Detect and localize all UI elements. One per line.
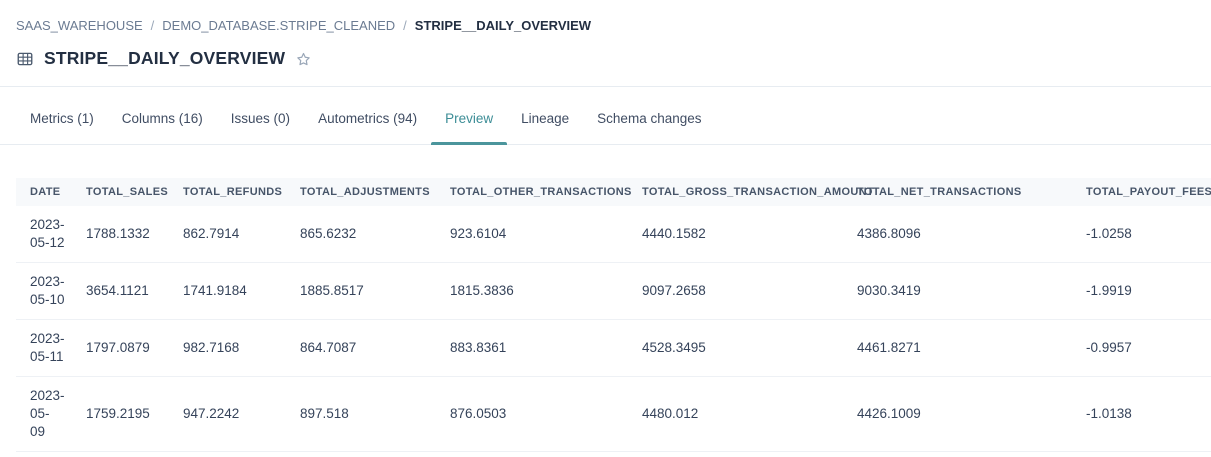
table-header-row: DATE TOTAL_SALES TOTAL_REFUNDS TOTAL_ADJ… [16,178,1211,206]
table-cell-date: 2023- 05-11 [16,319,86,377]
table-cell: 4461.8271 [857,319,1086,377]
table-cell: 864.7087 [300,319,450,377]
column-header-total-gross-transaction-amount: TOTAL_GROSS_TRANSACTION_AMOUNT [642,178,874,206]
table-cell-date: 2023- 05-12 [16,206,86,263]
table-cell: 982.7168 [183,319,300,377]
table-cell: 9097.2658 [642,262,857,320]
table-cell: 865.6232 [300,206,450,263]
tab-schema-changes[interactable]: Schema changes [597,111,702,126]
column-header-total-payout-fees: TOTAL_PAYOUT_FEES [1086,178,1211,206]
table-cell: 4440.1582 [642,206,857,263]
page-title: STRIPE__DAILY_OVERVIEW [44,48,286,68]
tab-issues[interactable]: Issues (0) [230,111,291,126]
tab-columns[interactable]: Columns (16) [121,111,203,126]
table-cell: 4480.012 [642,376,857,452]
preview-table: DATE TOTAL_SALES TOTAL_REFUNDS TOTAL_ADJ… [16,178,1211,452]
table-grid-icon [16,50,34,68]
table-cell: 3654.1121 [86,262,183,320]
breadcrumb-separator: / [150,18,155,33]
table-cell: 862.7914 [183,206,300,263]
table-cell: 4528.3495 [642,319,857,377]
table-cell: -1.9919 [1086,262,1211,320]
table-cell: 1759.2195 [86,376,183,452]
table-cell: 883.8361 [450,319,642,377]
breadcrumb-warehouse[interactable]: SAAS_WAREHOUSE [16,18,143,33]
table-cell: 1788.1332 [86,206,183,263]
table-cell: 1741.9184 [183,262,300,320]
table-cell: -1.0258 [1086,206,1211,263]
star-outline-icon[interactable] [295,51,312,68]
column-header-total-adjustments: TOTAL_ADJUSTMENTS [300,178,450,206]
breadcrumb-separator: / [403,18,407,33]
breadcrumb-current-table: STRIPE__DAILY_OVERVIEW [414,18,592,33]
tab-autometrics[interactable]: Autometrics (94) [318,111,418,126]
tab-metrics[interactable]: Metrics (1) [30,111,94,126]
table-cell: -1.0138 [1086,376,1211,452]
table-row: 2023- 05-10 3654.1121 1741.9184 1885.851… [16,262,1211,320]
column-header-total-net-transactions: TOTAL_NET_TRANSACTIONS [857,178,1086,206]
column-header-total-refunds: TOTAL_REFUNDS [183,178,300,206]
tab-preview[interactable]: Preview [431,87,508,145]
preview-table-container: DATE TOTAL_SALES TOTAL_REFUNDS TOTAL_ADJ… [0,178,1211,452]
breadcrumb-schema[interactable]: DEMO_DATABASE.STRIPE_CLEANED [162,18,396,33]
column-header-total-sales: TOTAL_SALES [86,178,183,206]
table-cell: -0.9957 [1086,319,1211,377]
table-cell: 4386.8096 [857,206,1086,263]
table-cell: 923.6104 [450,206,642,263]
table-row: 2023- 05- 09 1759.2195 947.2242 897.518 … [16,376,1211,452]
table-cell: 1885.8517 [300,262,450,320]
table-cell: 947.2242 [183,376,300,452]
page-header: STRIPE__DAILY_OVERVIEW [0,33,1211,86]
breadcrumb: SAAS_WAREHOUSE / DEMO_DATABASE.STRIPE_CL… [0,0,1211,33]
table-cell-date: 2023- 05- 09 [16,376,86,452]
tabs-section: Metrics (1) Columns (16) Issues (0) Auto… [0,86,1211,145]
table-cell: 4426.1009 [857,376,1086,452]
tab-bar: Metrics (1) Columns (16) Issues (0) Auto… [0,87,1211,145]
table-row: 2023- 05-12 1788.1332 862.7914 865.6232 … [16,206,1211,263]
table-cell: 1815.3836 [450,262,642,320]
table-cell: 1797.0879 [86,319,183,377]
column-header-date: DATE [16,178,86,206]
column-header-total-other-transactions: TOTAL_OTHER_TRANSACTIONS [450,178,642,206]
tab-lineage[interactable]: Lineage [521,111,570,126]
table-cell: 876.0503 [450,376,642,452]
table-cell-date: 2023- 05-10 [16,262,86,320]
table-cell: 9030.3419 [857,262,1086,320]
table-row: 2023- 05-11 1797.0879 982.7168 864.7087 … [16,319,1211,377]
table-cell: 897.518 [300,376,450,452]
